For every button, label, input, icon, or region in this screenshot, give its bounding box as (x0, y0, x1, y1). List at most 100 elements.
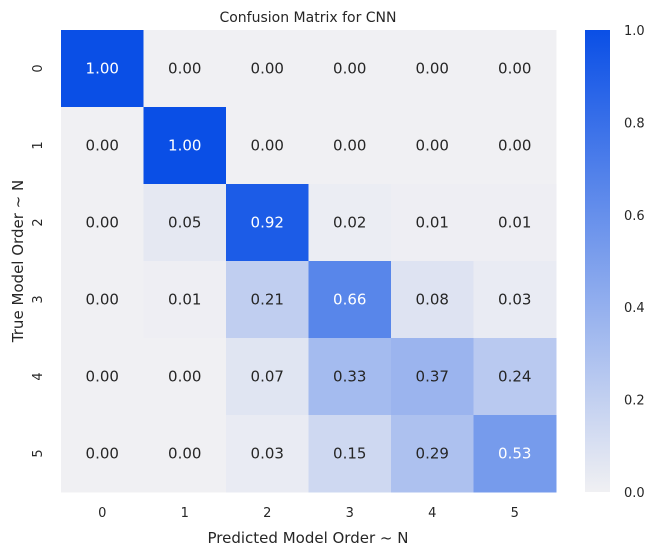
cell-value-label: 0.21 (251, 291, 284, 309)
heatmap-cell (61, 415, 144, 493)
cell-value-label: 0.01 (168, 291, 201, 309)
cell-value-label: 0.92 (251, 214, 284, 232)
heatmap-cell (391, 30, 474, 108)
cell-value-label: 1.00 (168, 137, 201, 155)
heatmap-cell (308, 338, 392, 416)
cell-value-label: 0.00 (168, 60, 201, 78)
heatmap-cell (391, 261, 474, 339)
heatmap-cell (308, 261, 392, 339)
colorbar-tick-label: 0.2 (624, 394, 645, 409)
heatmap-cell (308, 107, 392, 185)
heatmap-cell (391, 415, 474, 493)
y-tick-label: 0 (31, 64, 46, 72)
heatmap-cell (473, 184, 557, 262)
x-tick-label: 5 (511, 506, 519, 521)
cell-value-label: 0.00 (86, 368, 119, 386)
heatmap-cell (143, 184, 227, 262)
x-tick-label: 2 (263, 506, 271, 521)
cell-value-label: 0.08 (416, 291, 449, 309)
x-tick-label: 4 (428, 506, 436, 521)
cell-value-label: 0.00 (86, 445, 119, 463)
heatmap-cell (61, 184, 144, 262)
colorbar-tick-label: 0.4 (624, 301, 645, 316)
heatmap-cell (143, 415, 227, 493)
y-axis-label: True Model Order ~ N (9, 180, 27, 343)
y-tick-label: 4 (31, 372, 46, 380)
cell-value-label: 0.02 (333, 214, 366, 232)
heatmap-cell (61, 261, 144, 339)
heatmap-cell (226, 338, 309, 416)
cell-value-label: 0.53 (498, 445, 531, 463)
cell-value-label: 0.15 (333, 445, 366, 463)
cell-value-label: 0.00 (86, 291, 119, 309)
heatmap-cell (226, 107, 309, 185)
cell-value-label: 0.29 (416, 445, 449, 463)
cell-value-label: 0.00 (86, 137, 119, 155)
cell-value-label: 0.00 (168, 445, 201, 463)
x-axis-label: Predicted Model Order ~ N (208, 529, 409, 547)
cell-value-label: 0.24 (498, 368, 531, 386)
colorbar-tick-label: 1.0 (624, 24, 645, 39)
cell-value-label: 0.00 (333, 137, 366, 155)
cell-value-label: 0.37 (416, 368, 449, 386)
cell-value-label: 0.00 (168, 368, 201, 386)
cell-value-label: 0.00 (251, 137, 284, 155)
cell-value-label: 0.00 (498, 137, 531, 155)
cell-value-label: 0.05 (168, 214, 201, 232)
heatmap-cell (308, 415, 392, 493)
cell-value-label: 0.00 (416, 137, 449, 155)
colorbar-tick-label: 0.6 (624, 209, 645, 224)
cell-value-label: 0.66 (333, 291, 366, 309)
heatmap-cell (226, 184, 309, 262)
heatmap-cell (143, 261, 227, 339)
heatmap-cell (143, 107, 227, 185)
heatmap-cell (308, 30, 392, 108)
heatmap-cell (473, 338, 557, 416)
cell-value-label: 0.00 (416, 60, 449, 78)
cell-value-label: 0.00 (251, 60, 284, 78)
x-tick-labels: 0 1 2 3 4 5 (98, 506, 519, 521)
colorbar-tick-label: 0.0 (624, 486, 645, 501)
y-tick-label: 3 (31, 295, 46, 303)
heatmap-cell (61, 30, 144, 108)
heatmap-cell (61, 338, 144, 416)
heatmap-cell (226, 261, 309, 339)
cell-value-label: 0.33 (333, 368, 366, 386)
heatmap-cell (391, 107, 474, 185)
y-axis-label-text: True Model Order ~ N (9, 180, 27, 343)
cell-value-label: 0.00 (333, 60, 366, 78)
x-tick-label: 0 (98, 506, 106, 521)
heatmap-cell (473, 415, 557, 493)
heatmap-cell (391, 184, 474, 262)
cell-value-label: 0.03 (498, 291, 531, 309)
cell-value-label: 0.03 (251, 445, 284, 463)
heatmap-cell (473, 30, 557, 108)
heatmap-cell (226, 30, 309, 108)
heatmap-cell (308, 184, 392, 262)
y-tick-labels: 0 1 2 3 4 5 (31, 64, 46, 457)
heatmap-cell (61, 107, 144, 185)
colorbar (585, 30, 610, 492)
heatmap-cell (226, 415, 309, 493)
heatmap-cell (473, 107, 557, 185)
colorbar-tick-labels: 0.0 0.2 0.4 0.6 0.8 1.0 (624, 24, 645, 501)
cell-value-label: 0.07 (251, 368, 284, 386)
chart-title: Confusion Matrix for CNN (219, 10, 396, 26)
y-tick-label: 2 (31, 218, 46, 226)
cell-value-label: 0.01 (498, 214, 531, 232)
heatmap-cell (143, 30, 227, 108)
cell-value-label: 0.00 (86, 214, 119, 232)
colorbar-tick-label: 0.8 (624, 116, 645, 131)
cell-value-label: 1.00 (86, 60, 119, 78)
heatmap-cell (143, 338, 227, 416)
y-tick-label: 5 (31, 449, 46, 457)
x-tick-label: 3 (346, 506, 354, 521)
heatmap-cell (391, 338, 474, 416)
y-tick-label: 1 (31, 141, 46, 149)
cell-value-label: 0.00 (498, 60, 531, 78)
cell-value-label: 0.01 (416, 214, 449, 232)
heatmap-cells: 1.00 0.00 0.00 0.00 0.00 0.00 0.00 1.00 0.00 0.00… (61, 30, 557, 493)
x-axis-label-text: Predicted Model Order ~ N (208, 529, 409, 547)
x-tick-label: 1 (181, 506, 189, 521)
